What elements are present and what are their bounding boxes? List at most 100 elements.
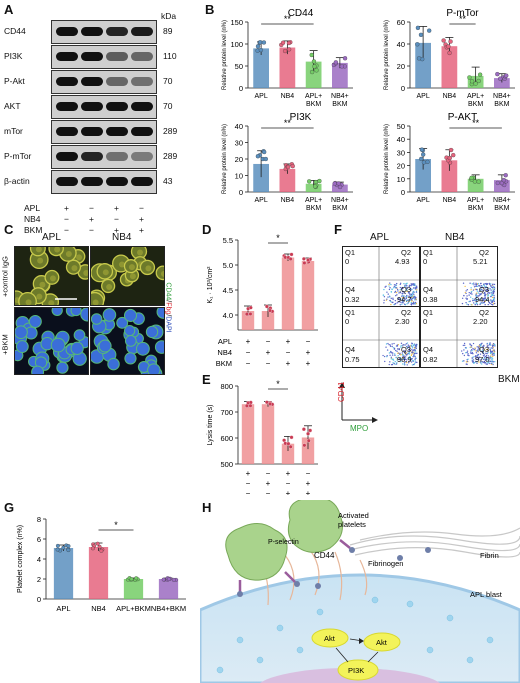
wb-band-1-3 — [131, 52, 153, 61]
bchart-xtick-3-3-1: BKM — [494, 205, 509, 212]
bchart-xtick-2-0-0: APL — [255, 197, 268, 204]
schematic: Activated platelets P-selectin CD44 Fibri… — [200, 500, 520, 683]
bchart-xtick-1-0-0: APL — [417, 93, 430, 100]
bchart-title-2: PI3K — [290, 112, 312, 123]
bchart-xtick-2-2-1: BKM — [306, 205, 321, 212]
bchart-xtick-3-2-0: APL+ — [467, 197, 484, 204]
dchart-ytick-3: 5.5 — [223, 236, 233, 245]
wb-label-4: mTor — [4, 126, 23, 136]
micro-row-label-bkm: +BKM — [0, 334, 10, 355]
bchart-ylabel-1: Relative protein level (n%) — [384, 20, 390, 90]
bchart-ytick-0-1: 50 — [235, 62, 243, 71]
bchart-xtick-0-3-0: NB4+ — [331, 93, 349, 100]
bchart-xtick-2-3-1: BKM — [332, 205, 347, 212]
dchart-sign-1-1: + — [266, 348, 271, 357]
dchart-bar-2 — [281, 257, 295, 330]
bchart-bar-3-0 — [415, 159, 431, 192]
flow-ylabel: CD41 — [337, 381, 346, 402]
flow-q2-3: Q2 — [479, 308, 490, 317]
flow-q3v-3: 97.0 — [475, 355, 490, 364]
bchart-2: PI3K 0 10 20 30 40 Relative protein level (n%)… — [222, 112, 353, 212]
panel-g-letter: G — [4, 500, 15, 515]
wb-band-3-0 — [56, 102, 78, 111]
gchart-bar-2 — [123, 579, 144, 599]
wb-cond-apl: APL — [24, 203, 41, 213]
dchart-cond-2: BKM — [216, 359, 232, 368]
wb-band-4-3 — [131, 127, 153, 136]
dchart-ytick-2: 5.0 — [223, 261, 233, 270]
flow-plot-0: Q1 0 Q2 4.93 Q4 0.32 Q3 94.7 — [342, 246, 420, 308]
micro-col-apl: APL — [42, 232, 61, 243]
echart-bar-0 — [241, 404, 255, 464]
wb-sign-0-0: + — [64, 203, 69, 213]
flow-q4-3: Q4 — [423, 345, 434, 354]
panel-a-letter: A — [4, 2, 14, 17]
gchart-xtick-1: NB4 — [91, 604, 106, 613]
stain-cd44: CD44 — [164, 282, 172, 301]
bchart-xtick-3-0-0: APL — [417, 197, 430, 204]
dchart-ylabel: K₁ · 10³/cm² — [207, 266, 214, 304]
bchart-bar-1-1 — [441, 46, 458, 88]
bchart-ytick-2-4: 40 — [235, 122, 243, 131]
stain-fbg: Fbg — [164, 302, 172, 315]
flow-q1-1: Q1 — [423, 248, 434, 257]
kda-header: kDa — [161, 11, 177, 21]
wb-band-0-1 — [81, 27, 103, 36]
echart-ytick-1: 600 — [220, 434, 233, 443]
wb-band-6-0 — [56, 177, 78, 186]
dchart-sign-0-0: + — [246, 337, 251, 346]
gchart-ytick-1: 2 — [37, 575, 41, 584]
panel-d-chart: 4.0 4.5 5.0 5.5 K₁ · 10³/cm² * APL + − + − NB4 − + − + B… — [207, 233, 318, 368]
wb-strip-0 — [51, 20, 157, 44]
wb-kda-3: 70 — [163, 101, 173, 111]
bchart-bar-3-1 — [441, 160, 458, 192]
bchart-ytick-3-1: 10 — [397, 175, 405, 184]
wb-kda-6: 43 — [163, 176, 173, 186]
gchart-bar-1 — [88, 547, 109, 599]
wb-kda-1: 110 — [163, 51, 177, 61]
bchart-xtick-2-2-0: APL+ — [305, 197, 322, 204]
bchart-bar-1-0 — [415, 42, 431, 88]
dchart-sign-0-3: − — [306, 337, 311, 346]
wb-cond-nb4: NB4 — [24, 214, 41, 224]
wb-strip-6 — [51, 170, 157, 194]
stain-legend: CD44/Fbg/DAPI — [165, 273, 172, 343]
bchart-1: P-mTor 0 20 40 60 Relative protein level (n%)… — [384, 8, 515, 108]
bchart-ytick-0-0: 0 — [239, 84, 243, 93]
wb-sign-0-3: − — [139, 203, 144, 213]
gchart-xtick-3: NB4+BKM — [151, 604, 186, 613]
wb-kda-0: 89 — [163, 26, 173, 36]
wb-band-2-1 — [81, 77, 103, 86]
echart-ytick-2: 700 — [220, 408, 233, 417]
wb-strip-1 — [51, 45, 157, 69]
gchart-bar-0 — [53, 548, 74, 599]
flow-q1v-0: 0 — [345, 257, 350, 266]
bchart-sig-0: ** — [284, 14, 292, 24]
bchart-ytick-1-1: 20 — [397, 62, 405, 71]
bchart-ytick-3-4: 40 — [397, 135, 405, 144]
bchart-xtick-3-1-0: NB4 — [443, 197, 457, 204]
echart-sign-1-1: + — [266, 479, 271, 488]
flow-q1-2: Q1 — [345, 308, 356, 317]
panel-c-letter: C — [4, 222, 14, 237]
flow-row-bkm: BKM — [498, 374, 520, 385]
gchart-bar-3 — [158, 579, 179, 599]
gchart-ytick-4: 8 — [37, 515, 41, 524]
wb-sign-1-3: + — [139, 214, 144, 224]
micro-nb4-igg — [90, 246, 165, 306]
flow-q1v-1: 0 — [423, 257, 428, 266]
flow-q3-0: Q3 — [401, 285, 412, 294]
wb-band-3-1 — [81, 102, 103, 111]
bchart-bar-0-2 — [305, 61, 322, 88]
wb-sign-2-3: + — [139, 225, 144, 235]
bchart-ytick-2-2: 20 — [235, 155, 243, 164]
wb-strip-3 — [51, 95, 157, 119]
label-fibrin: Fibrin — [480, 551, 499, 560]
gchart-ytick-2: 4 — [37, 555, 41, 564]
stain-dapi: DAPI — [164, 316, 172, 333]
flow-plot-3: Q1 0 Q2 2.20 Q4 0.82 Q3 97.0 — [420, 306, 498, 368]
wb-sign-0-1: − — [89, 203, 94, 213]
flow-q1-3: Q1 — [423, 308, 434, 317]
gchart-ylabel: Platelet complex (n%) — [17, 525, 24, 593]
